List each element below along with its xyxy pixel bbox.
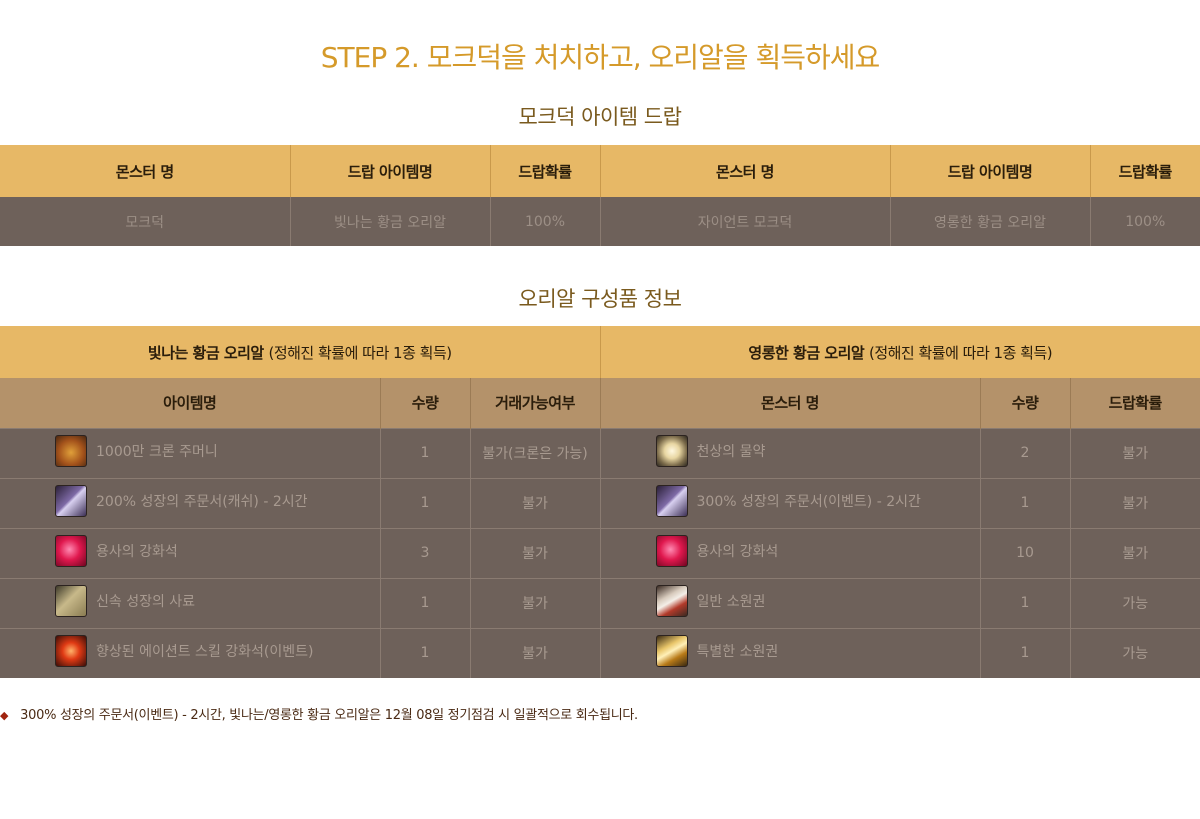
drop-rate: 100% bbox=[490, 197, 601, 246]
coin-pouch-icon bbox=[55, 435, 87, 467]
left-group-note: (정해진 확률에 따라 1종 획득) bbox=[268, 343, 452, 362]
item-cell: 용사의 강화석 bbox=[0, 527, 381, 578]
left-group-header: 빛나는 황금 오리알 (정해진 확률에 따라 1종 획득) bbox=[0, 326, 601, 378]
item-name: 200% 성장의 주문서(캐쉬) - 2시간 bbox=[96, 494, 308, 510]
table-row: 모크덕 빛나는 황금 오리알 100% 자이언트 모크덕 영롱한 황금 오리알 … bbox=[0, 197, 1200, 246]
item-tradable: 불가(크론은 가능) bbox=[470, 427, 601, 478]
item-name: 용사의 강화석 bbox=[696, 544, 779, 560]
col-drop-rate: 드랍확률 bbox=[1090, 145, 1200, 197]
col-monster-name: 몬스터 명 bbox=[0, 145, 291, 197]
item-name: 특별한 소원권 bbox=[696, 644, 779, 661]
composition-sub-header: 아이템명 수량 거래가능여부 몬스터 명 수량 드랍확률 bbox=[0, 378, 1200, 428]
scroll-icon bbox=[55, 485, 87, 517]
col-tradable: 거래가능여부 bbox=[470, 378, 601, 428]
item-name: 용사의 강화석 bbox=[96, 544, 178, 560]
group-header: 빛나는 황금 오리알 (정해진 확률에 따라 1종 획득) 영롱한 황금 오리알… bbox=[0, 326, 1200, 378]
col-drop-rate: 드랍확률 bbox=[490, 145, 601, 197]
item-quantity: 1 bbox=[380, 477, 471, 528]
col-quantity: 수량 bbox=[380, 378, 471, 428]
drop-table: 몬스터 명 드랍 아이템명 드랍확률 몬스터 명 드랍 아이템명 드랍확률 모크… bbox=[0, 145, 1200, 246]
drop-rate: 100% bbox=[1090, 197, 1200, 246]
table-row: 1000만 크론 주머니 1 불가(크론은 가능) 천상의 물약 2 불가 bbox=[0, 427, 1200, 478]
item-tradable: 불가 bbox=[470, 627, 601, 678]
composition-section-title: 오리알 구성품 정보 bbox=[518, 287, 682, 311]
drop-section-title: 모크덕 아이템 드랍 bbox=[518, 105, 682, 129]
item-tradable: 불가 bbox=[470, 477, 601, 528]
item-quantity: 1 bbox=[980, 627, 1071, 678]
item-quantity: 1 bbox=[980, 477, 1071, 528]
col-monster-name: 몬스터 명 bbox=[600, 378, 981, 428]
item-quantity: 2 bbox=[980, 427, 1071, 478]
item-quantity: 1 bbox=[980, 577, 1071, 628]
drop-item-name: 영롱한 황금 오리알 bbox=[890, 197, 1091, 246]
diamond-bullet-icon: ◆ bbox=[0, 709, 9, 722]
feed-bag-icon bbox=[55, 585, 87, 617]
item-cell: 1000만 크론 주머니 bbox=[0, 427, 381, 478]
item-cell: 천상의 물약 bbox=[600, 427, 981, 478]
item-rate: 가능 bbox=[1070, 577, 1200, 628]
table-row: 향상된 에이션트 스킬 강화석(이벤트) 1 불가 특별한 소원권 1 가능 bbox=[0, 627, 1200, 678]
item-rate: 불가 bbox=[1070, 477, 1200, 528]
table-row: 200% 성장의 주문서(캐쉬) - 2시간 1 불가 300% 성장의 주문서… bbox=[0, 477, 1200, 528]
item-cell: 신속 성장의 사료 bbox=[0, 577, 381, 628]
item-name: 천상의 물약 bbox=[696, 444, 766, 460]
item-quantity: 10 bbox=[980, 527, 1071, 578]
footnote: ◆ 300% 성장의 주문서(이벤트) - 2시간, 빛나는/영롱한 황금 오리알… bbox=[0, 704, 638, 723]
item-cell: 특별한 소원권 bbox=[600, 627, 981, 678]
item-cell: 향상된 에이션트 스킬 강화석(이벤트) bbox=[0, 627, 381, 678]
col-drop-rate: 드랍확률 bbox=[1070, 378, 1200, 428]
item-cell: 용사의 강화석 bbox=[600, 527, 981, 578]
item-name: 1000만 크론 주머니 bbox=[96, 444, 218, 460]
item-quantity: 1 bbox=[380, 627, 471, 678]
item-name: 향상된 에이션트 스킬 강화석(이벤트) bbox=[96, 644, 314, 661]
monster-name: 모크덕 bbox=[0, 197, 291, 246]
ruby-stone-icon bbox=[655, 535, 688, 567]
gold-ticket-icon bbox=[655, 635, 688, 668]
item-name: 300% 성장의 주문서(이벤트) - 2시간 bbox=[696, 494, 921, 510]
item-cell: 200% 성장의 주문서(캐쉬) - 2시간 bbox=[0, 477, 381, 528]
col-quantity: 수량 bbox=[980, 378, 1071, 428]
item-name: 신속 성장의 사료 bbox=[96, 594, 196, 610]
step-title: STEP 2. 모크덕을 처치하고, 오리알을 획득하세요 bbox=[320, 41, 881, 74]
item-tradable: 불가 bbox=[470, 577, 601, 628]
item-tradable: 불가 bbox=[470, 527, 601, 578]
table-row: 신속 성장의 사료 1 불가 일반 소원권 1 가능 bbox=[0, 577, 1200, 628]
right-group-note: (정해진 확률에 따라 1종 획득) bbox=[868, 343, 1053, 362]
item-quantity: 3 bbox=[380, 527, 471, 578]
monster-name: 자이언트 모크덕 bbox=[600, 197, 891, 246]
col-drop-item: 드랍 아이템명 bbox=[290, 145, 491, 197]
col-monster-name: 몬스터 명 bbox=[600, 145, 891, 197]
scroll-icon bbox=[655, 485, 688, 517]
item-quantity: 1 bbox=[380, 577, 471, 628]
col-item-name: 아이템명 bbox=[0, 378, 381, 428]
item-cell: 일반 소원권 bbox=[600, 577, 981, 628]
item-quantity: 1 bbox=[380, 427, 471, 478]
ticket-icon bbox=[655, 585, 688, 617]
item-cell: 300% 성장의 주문서(이벤트) - 2시간 bbox=[600, 477, 981, 528]
left-group-name: 빛나는 황금 오리알 bbox=[147, 343, 264, 362]
ruby-stone-icon bbox=[55, 535, 87, 567]
composition-table: 빛나는 황금 오리알 (정해진 확률에 따라 1종 획득) 영롱한 황금 오리알… bbox=[0, 326, 1200, 678]
item-rate: 불가 bbox=[1070, 427, 1200, 478]
fire-stone-icon bbox=[55, 635, 87, 668]
right-group-header: 영롱한 황금 오리알 (정해진 확률에 따라 1종 획득) bbox=[600, 326, 1200, 378]
item-rate: 불가 bbox=[1070, 527, 1200, 578]
table-row: 용사의 강화석 3 불가 용사의 강화석 10 불가 bbox=[0, 527, 1200, 578]
item-rate: 가능 bbox=[1070, 627, 1200, 678]
right-group-name: 영롱한 황금 오리알 bbox=[748, 343, 865, 362]
drop-item-name: 빛나는 황금 오리알 bbox=[290, 197, 491, 246]
item-name: 일반 소원권 bbox=[696, 594, 766, 610]
potion-orb-icon bbox=[655, 435, 688, 467]
drop-table-header: 몬스터 명 드랍 아이템명 드랍확률 몬스터 명 드랍 아이템명 드랍확률 bbox=[0, 145, 1200, 197]
footnote-text: 300% 성장의 주문서(이벤트) - 2시간, 빛나는/영롱한 황금 오리알은… bbox=[20, 708, 638, 723]
col-drop-item: 드랍 아이템명 bbox=[890, 145, 1091, 197]
